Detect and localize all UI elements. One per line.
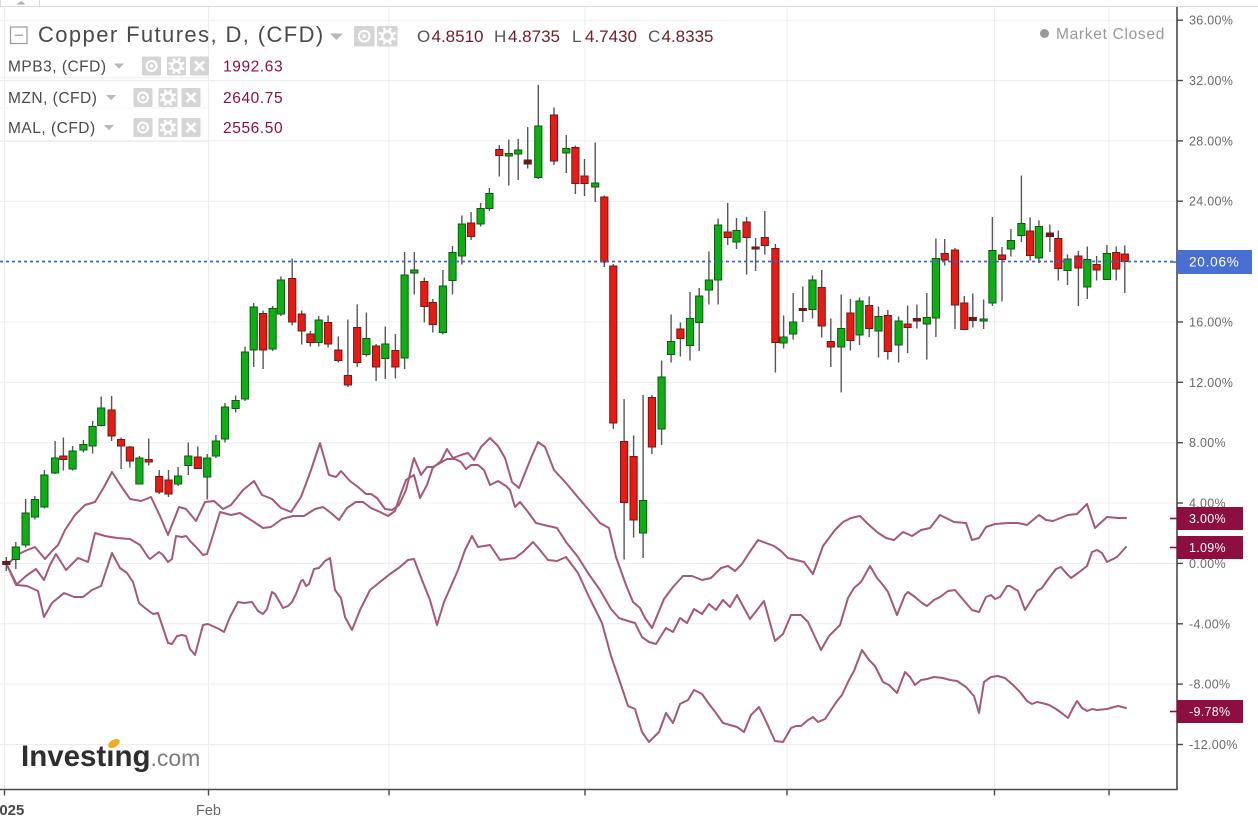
svg-text:4.8335: 4.8335 <box>662 27 714 46</box>
svg-text:3.00%: 3.00% <box>1189 512 1226 526</box>
svg-text:4.8735: 4.8735 <box>508 27 560 46</box>
svg-text:1.09%: 1.09% <box>1189 541 1226 555</box>
svg-text:Market Closed: Market Closed <box>1056 26 1165 43</box>
svg-text:MPB3, (CFD): MPB3, (CFD) <box>8 59 107 76</box>
svg-text:2640.75: 2640.75 <box>223 90 283 107</box>
svg-text:4.7430: 4.7430 <box>585 27 637 46</box>
svg-text:O: O <box>417 27 430 46</box>
svg-text:4.8510: 4.8510 <box>432 27 484 46</box>
svg-text:Investıng: Investıng <box>21 740 151 773</box>
svg-text:28.00%: 28.00% <box>1189 134 1233 148</box>
svg-text:12.00%: 12.00% <box>1189 376 1233 390</box>
svg-text:-9.78%: -9.78% <box>1189 705 1230 719</box>
svg-text:24.00%: 24.00% <box>1189 195 1233 209</box>
svg-text:Feb: Feb <box>196 803 221 819</box>
svg-text:0.00%: 0.00% <box>1189 557 1226 571</box>
svg-text:L: L <box>572 27 581 46</box>
svg-text:1992.63: 1992.63 <box>223 59 283 76</box>
svg-text:20.06%: 20.06% <box>1189 255 1240 270</box>
svg-text:H: H <box>494 27 506 46</box>
svg-text:MZN, (CFD): MZN, (CFD) <box>8 90 97 107</box>
svg-text:2025: 2025 <box>0 802 24 819</box>
svg-text:32.00%: 32.00% <box>1189 74 1233 88</box>
svg-text:MAL, (CFD): MAL, (CFD) <box>8 120 96 137</box>
svg-text:-4.00%: -4.00% <box>1189 617 1230 631</box>
svg-text:36.00%: 36.00% <box>1189 14 1233 28</box>
svg-text:8.00%: 8.00% <box>1189 436 1226 450</box>
svg-text:-12.00%: -12.00% <box>1189 738 1238 752</box>
svg-text:.com: .com <box>151 745 201 771</box>
svg-text:Copper Futures, D, (CFD): Copper Futures, D, (CFD) <box>38 22 325 47</box>
svg-text:2556.50: 2556.50 <box>223 120 283 137</box>
svg-text:16.00%: 16.00% <box>1189 316 1233 330</box>
svg-text:-8.00%: -8.00% <box>1189 678 1230 692</box>
svg-text:C: C <box>648 27 660 46</box>
